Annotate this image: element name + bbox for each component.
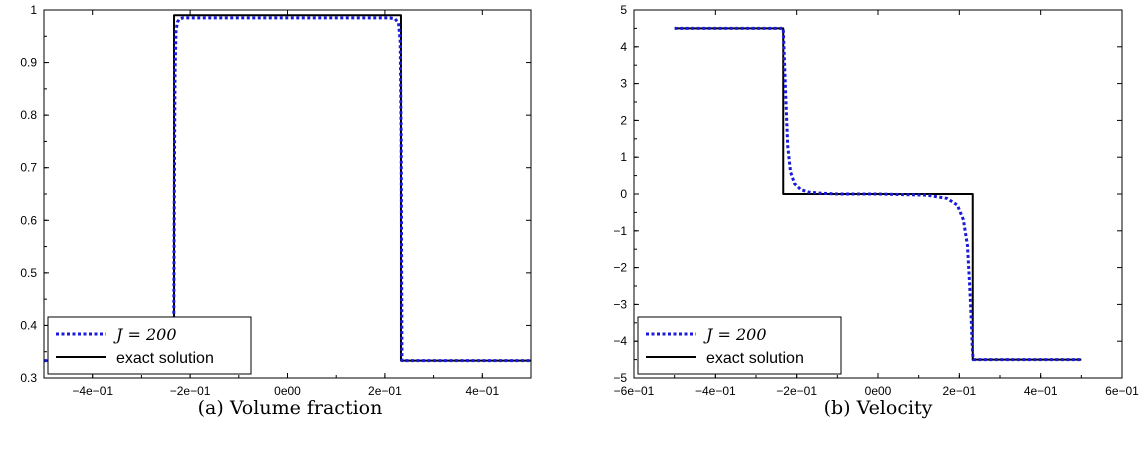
y-tick-label: 0.9 xyxy=(20,56,37,70)
y-tick-label: −1 xyxy=(613,224,627,238)
caption-velocity: (b) Velocity xyxy=(824,397,933,419)
x-tick-label: 0e00 xyxy=(865,384,892,398)
y-tick-label: 3 xyxy=(620,77,627,91)
x-tick-label: 4e−01 xyxy=(465,384,499,398)
legend-box xyxy=(47,316,252,375)
y-tick-label: −4 xyxy=(613,334,627,348)
panel-velocity: −6e−01 −4e−01 −2e−01 0e00 2e−01 4e−01 6e−01 −5 −… xyxy=(613,3,1139,419)
x-tick-label: 0e00 xyxy=(274,384,301,398)
y-tick-label: 2 xyxy=(620,113,627,127)
y-tick-label: 1 xyxy=(30,3,37,17)
y-tick-label: 0.6 xyxy=(20,213,37,227)
y-tick-label: 0.5 xyxy=(20,266,37,280)
x-tick-label: 2e−01 xyxy=(368,384,402,398)
y-tick-label: 0 xyxy=(620,187,627,201)
series-exact-line xyxy=(674,27,1082,361)
x-tick-label: −4e−01 xyxy=(695,384,736,398)
legend-label-exact: exact solution xyxy=(116,350,214,367)
y-tick-label: 0.3 xyxy=(20,371,37,385)
legend-label-numerical: J = 200 xyxy=(703,325,767,344)
x-tick-label: 2e−01 xyxy=(942,384,976,398)
legend-label-exact: exact solution xyxy=(706,350,804,367)
x-tick-label: −6e−01 xyxy=(614,384,655,398)
x-tick-label: −4e−01 xyxy=(72,384,113,398)
y-tick-label: 0.4 xyxy=(20,318,37,332)
panel-volume-fraction: −4e−01 −2e−01 0e00 2e−01 4e−01 0.3 0.4 0.5 0.6 0.… xyxy=(20,3,532,419)
y-tick-label: 1 xyxy=(620,150,627,164)
series-exact-line xyxy=(44,14,531,362)
y-tick-label: 4 xyxy=(620,40,627,54)
y-tick-label: 5 xyxy=(620,3,627,17)
caption-volume-fraction: (a) Volume fraction xyxy=(198,397,383,419)
y-tick-label: −5 xyxy=(613,371,627,385)
legend: J = 200 exact solution xyxy=(637,316,842,375)
legend-box xyxy=(637,316,842,375)
x-tick-label: −2e−01 xyxy=(170,384,211,398)
y-tick-label: −2 xyxy=(613,261,627,275)
x-tick-label: 4e−01 xyxy=(1024,384,1058,398)
x-tick-label: −2e−01 xyxy=(776,384,817,398)
series-numerical-line xyxy=(44,16,531,363)
y-tick-label: −3 xyxy=(613,297,627,311)
y-tick-label: 0.7 xyxy=(20,161,37,175)
legend-label-numerical: J = 200 xyxy=(113,325,177,344)
legend: J = 200 exact solution xyxy=(47,316,252,375)
y-tick-label: 0.8 xyxy=(20,108,37,122)
x-tick-label: 6e−01 xyxy=(1105,384,1139,398)
